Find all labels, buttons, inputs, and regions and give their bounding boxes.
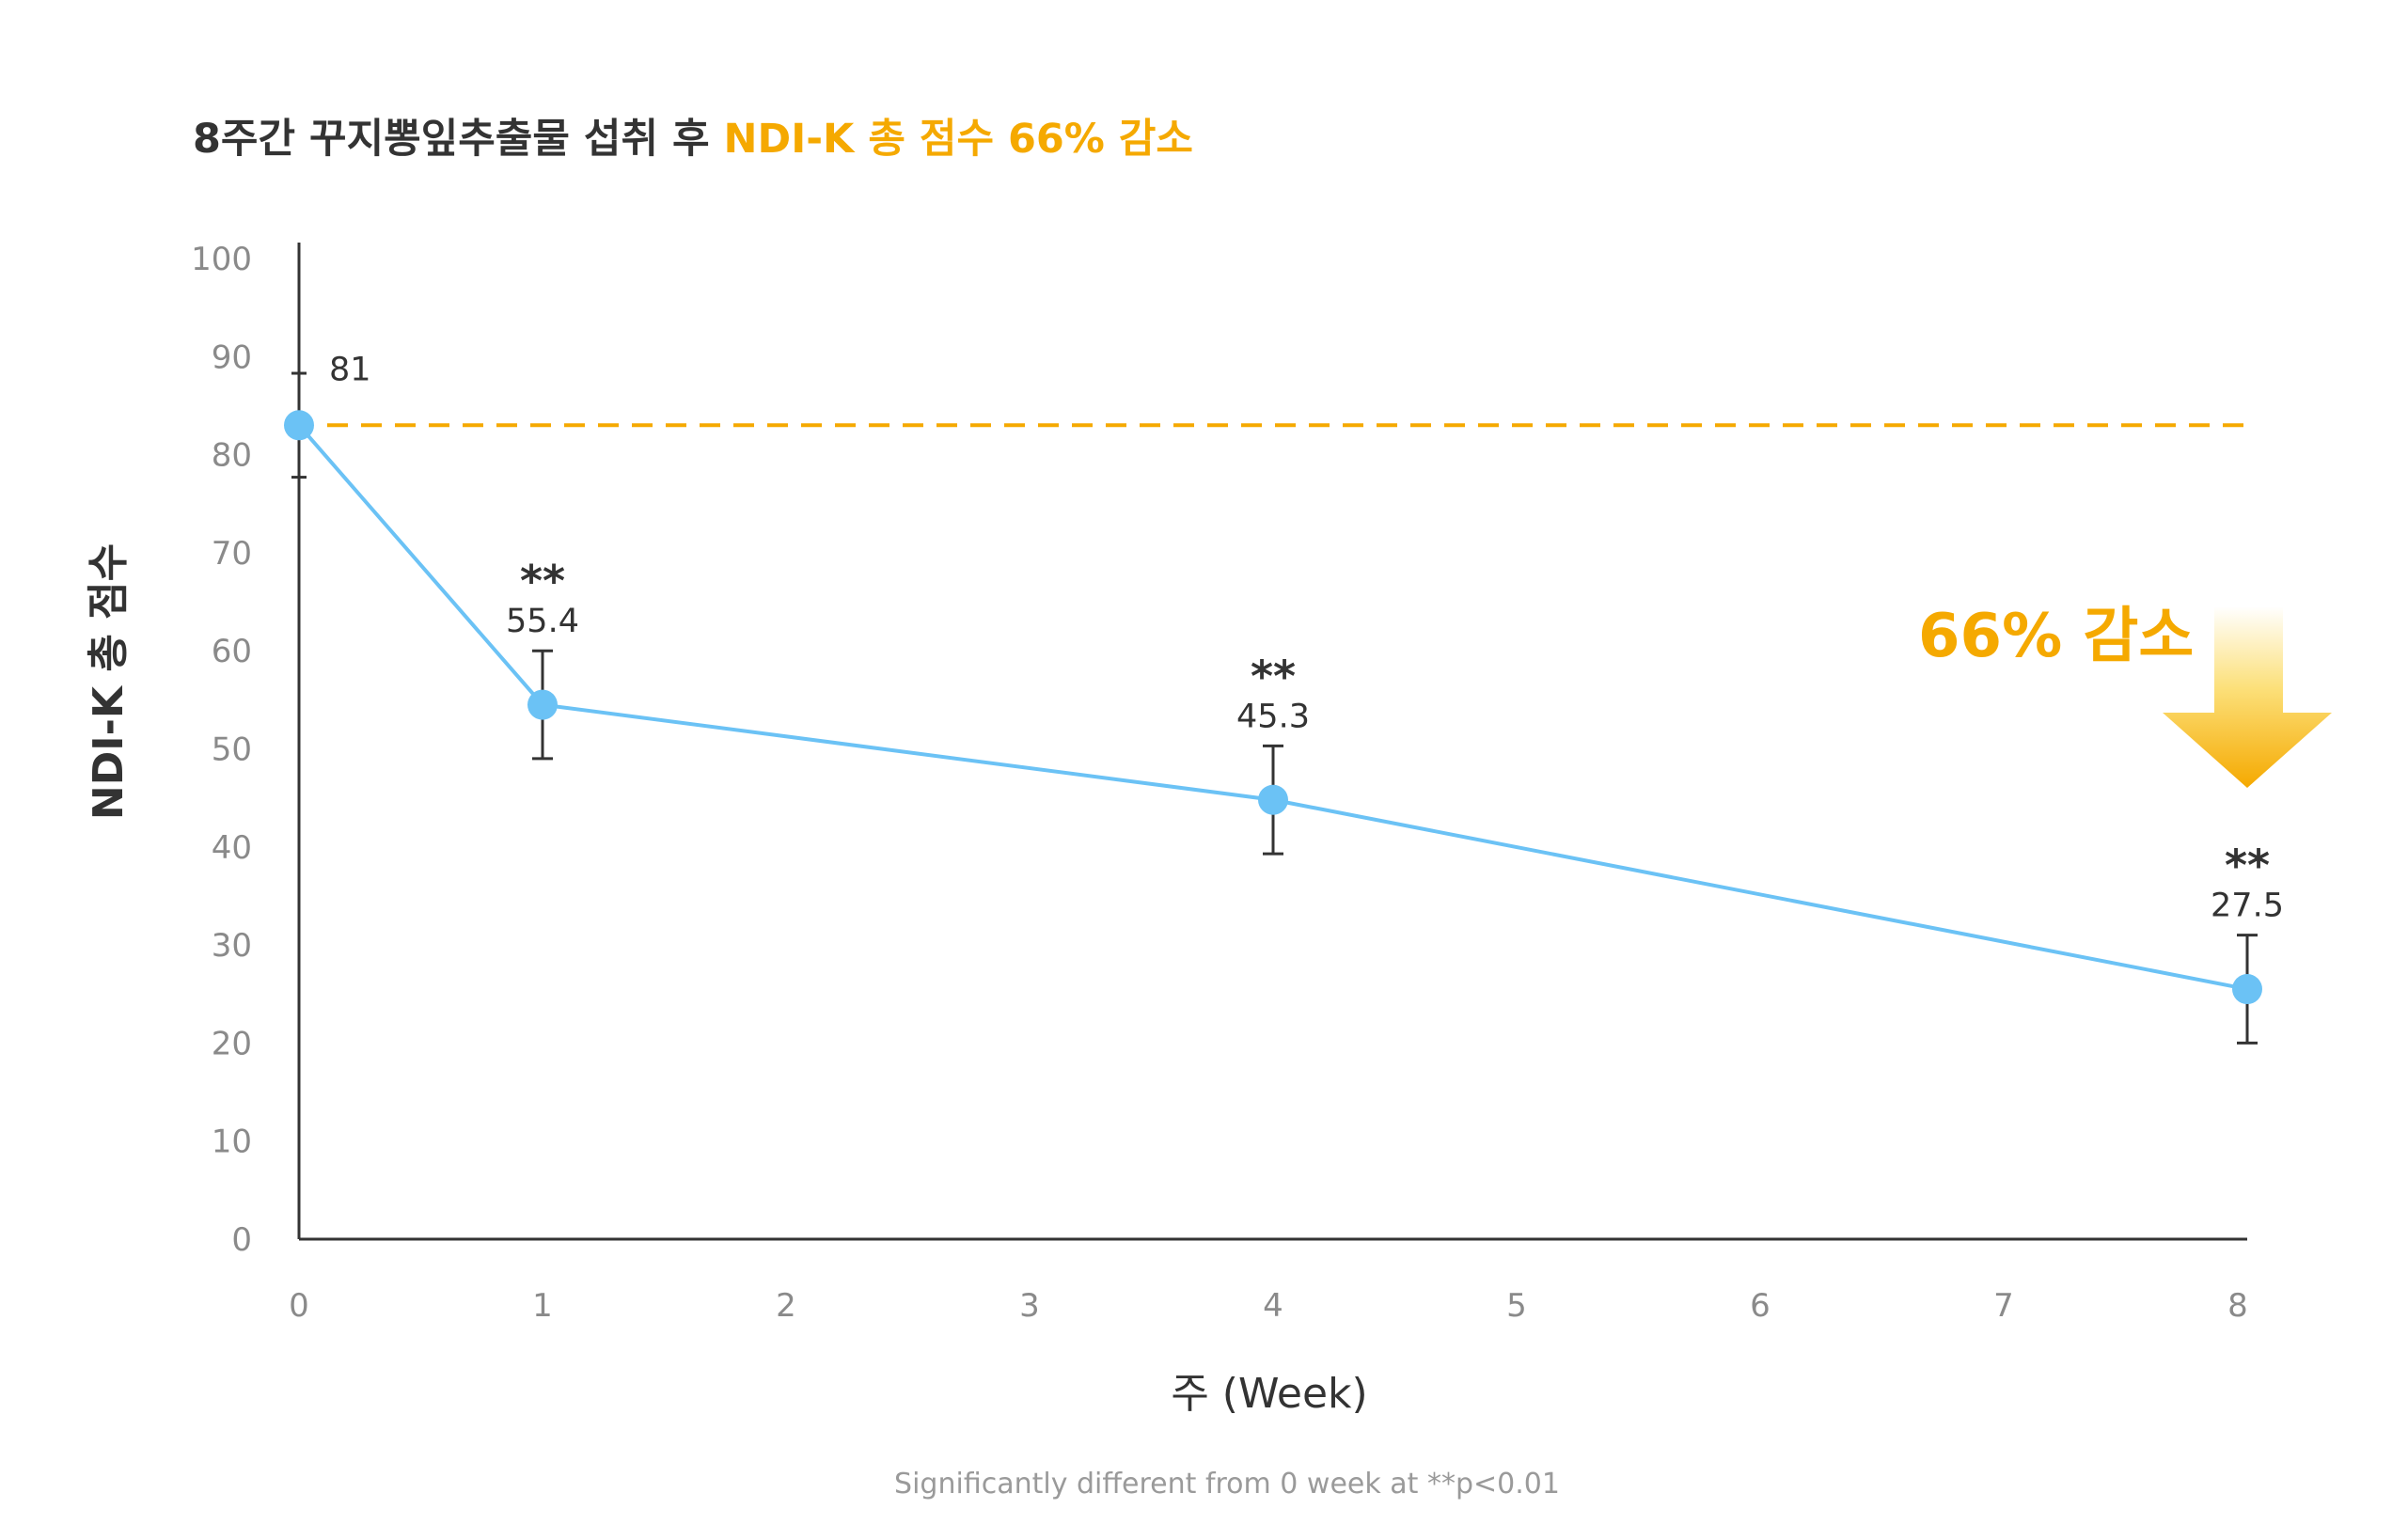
data-label: 27.5 bbox=[2211, 888, 2284, 925]
y-tick-label: 60 bbox=[212, 633, 252, 670]
x-tick-label: 2 bbox=[776, 1287, 796, 1325]
y-tick-label: 70 bbox=[212, 535, 252, 573]
y-tick-label: 30 bbox=[212, 927, 252, 965]
data-label: 55.4 bbox=[506, 603, 579, 640]
x-axis-label: 주 (Week) bbox=[1171, 1370, 1367, 1418]
x-tick-label: 5 bbox=[1506, 1287, 1527, 1325]
callout-text: 66% 감소 bbox=[1918, 602, 2194, 671]
callout: 66% 감소 bbox=[1918, 602, 2332, 788]
y-tick-label: 50 bbox=[212, 731, 252, 769]
significance-marker: ** bbox=[1251, 651, 1296, 701]
y-tick-label: 100 bbox=[191, 241, 252, 278]
y-tick-label: 10 bbox=[212, 1124, 252, 1161]
y-tick-label: 0 bbox=[231, 1221, 252, 1259]
chart-title: 8주간 꾸지뽕잎추출물 섭취 후 NDI-K 총 점수 66% 감소 bbox=[193, 116, 1193, 163]
significance-marker: ** bbox=[2225, 841, 2270, 891]
footnote: Significantly different from 0 week at *… bbox=[894, 1468, 1560, 1501]
y-tick-label: 40 bbox=[212, 829, 252, 867]
data-point bbox=[1258, 784, 1288, 815]
x-tick-label: 1 bbox=[532, 1287, 553, 1325]
significance-marker: ** bbox=[520, 556, 565, 606]
x-tick-label: 3 bbox=[1019, 1287, 1040, 1325]
x-tick-label: 6 bbox=[1750, 1287, 1771, 1325]
y-tick-label: 80 bbox=[212, 437, 252, 475]
down-arrow-icon bbox=[2163, 606, 2332, 788]
data-point bbox=[2232, 974, 2262, 1005]
series-line bbox=[297, 423, 2248, 991]
chart-title-main: 8주간 꾸지뽕잎추출물 섭취 후 bbox=[193, 116, 724, 163]
y-tick-label: 90 bbox=[212, 338, 252, 376]
x-tick-label: 7 bbox=[1993, 1287, 2014, 1325]
chart-title-highlight: NDI-K 총 점수 66% 감소 bbox=[724, 116, 1193, 163]
data-point bbox=[284, 410, 314, 441]
y-axis: 0 10 20 30 40 50 60 70 80 90 100 bbox=[191, 241, 301, 1259]
x-tick-label: 4 bbox=[1263, 1287, 1283, 1325]
data-label: 45.3 bbox=[1236, 698, 1310, 735]
x-axis: 0 1 2 3 4 5 6 7 8 bbox=[289, 1237, 2248, 1325]
x-tick-label: 0 bbox=[289, 1287, 309, 1325]
y-axis-label: NDI-K 총 점수 bbox=[85, 543, 133, 820]
y-tick-label: 20 bbox=[212, 1025, 252, 1062]
data-label: 81 bbox=[329, 351, 371, 388]
x-tick-label: 8 bbox=[2227, 1287, 2248, 1325]
data-point bbox=[527, 689, 558, 720]
